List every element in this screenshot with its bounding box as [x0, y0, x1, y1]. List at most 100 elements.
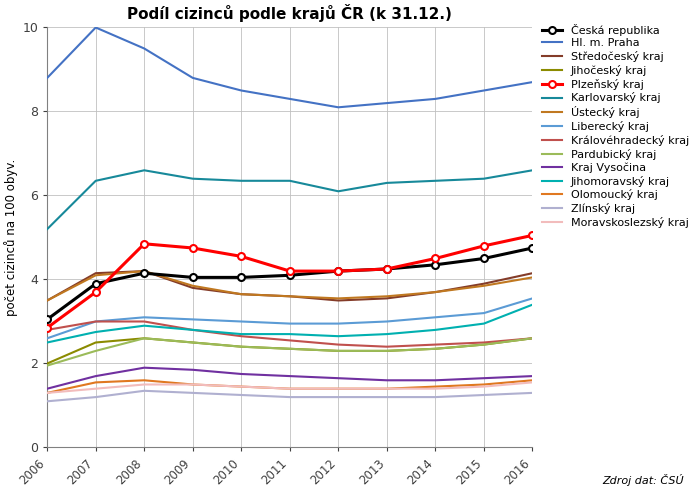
Zlínský kraj	[383, 394, 391, 400]
Moravskoslezský kraj	[383, 386, 391, 392]
Ústecký kraj	[528, 274, 537, 280]
Jihočeský kraj	[334, 348, 343, 354]
Hl. m. Praha	[188, 75, 197, 81]
Liberecký kraj	[383, 319, 391, 325]
Pardubický kraj	[383, 348, 391, 354]
Ústecký kraj	[480, 283, 488, 289]
Jihomoravský kraj	[285, 331, 294, 337]
Liberecký kraj	[334, 321, 343, 327]
Královéhradecký kraj	[237, 333, 246, 339]
Pardubický kraj	[43, 363, 52, 369]
Karlovarský kraj	[431, 178, 440, 184]
Ústecký kraj	[188, 283, 197, 289]
Moravskoslezský kraj	[43, 390, 52, 396]
Jihočeský kraj	[285, 346, 294, 352]
Jihomoravský kraj	[480, 321, 488, 327]
Ústecký kraj	[43, 298, 52, 303]
Česká republika	[334, 268, 343, 274]
Olomoucký kraj	[383, 386, 391, 392]
Hl. m. Praha	[480, 87, 488, 93]
Plzeňský kraj	[480, 243, 488, 249]
Liberecký kraj	[285, 321, 294, 327]
Královéhradecký kraj	[285, 337, 294, 343]
Zlínský kraj	[480, 392, 488, 398]
Jihočeský kraj	[140, 335, 149, 341]
Středočeský kraj	[334, 298, 343, 303]
Pardubický kraj	[237, 344, 246, 350]
Ústecký kraj	[237, 291, 246, 297]
Královéhradecký kraj	[43, 327, 52, 333]
Moravskoslezský kraj	[480, 383, 488, 389]
Olomoucký kraj	[431, 383, 440, 389]
Line: Ústecký kraj: Ústecký kraj	[47, 271, 533, 300]
Olomoucký kraj	[285, 386, 294, 392]
Ústecký kraj	[285, 293, 294, 299]
Line: Liberecký kraj: Liberecký kraj	[47, 299, 533, 338]
Karlovarský kraj	[237, 178, 246, 184]
Jihomoravský kraj	[43, 340, 52, 346]
Kraj Vysočina	[43, 386, 52, 392]
Středočeský kraj	[383, 296, 391, 301]
Jihočeský kraj	[237, 344, 246, 350]
Jihomoravský kraj	[528, 302, 537, 308]
Liberecký kraj	[188, 316, 197, 322]
Plzeňský kraj	[237, 253, 246, 259]
Kraj Vysočina	[431, 378, 440, 383]
Olomoucký kraj	[528, 378, 537, 383]
Kraj Vysočina	[188, 367, 197, 373]
Liberecký kraj	[91, 319, 100, 325]
Kraj Vysočina	[334, 375, 343, 381]
Moravskoslezský kraj	[140, 382, 149, 387]
Karlovarský kraj	[383, 180, 391, 186]
Královéhradecký kraj	[91, 319, 100, 325]
Jihomoravský kraj	[237, 331, 246, 337]
Plzeňský kraj	[431, 255, 440, 261]
Plzeňský kraj	[528, 232, 537, 238]
Liberecký kraj	[431, 314, 440, 320]
Pardubický kraj	[528, 335, 537, 341]
Line: Karlovarský kraj: Karlovarský kraj	[47, 170, 533, 229]
Zlínský kraj	[91, 394, 100, 400]
Plzeňský kraj	[188, 245, 197, 251]
Královéhradecký kraj	[334, 342, 343, 348]
Hl. m. Praha	[237, 87, 246, 93]
Karlovarský kraj	[91, 178, 100, 184]
Jihočeský kraj	[188, 340, 197, 346]
Kraj Vysočina	[140, 365, 149, 371]
Moravskoslezský kraj	[334, 386, 343, 392]
Moravskoslezský kraj	[285, 386, 294, 392]
Zlínský kraj	[528, 390, 537, 396]
Ústecký kraj	[91, 273, 100, 278]
Zlínský kraj	[43, 398, 52, 404]
Line: Středočeský kraj: Středočeský kraj	[47, 271, 533, 300]
Olomoucký kraj	[188, 382, 197, 387]
Olomoucký kraj	[334, 386, 343, 392]
Jihomoravský kraj	[188, 327, 197, 333]
Plzeňský kraj	[383, 266, 391, 272]
Line: Jihomoravský kraj: Jihomoravský kraj	[47, 305, 533, 343]
Zlínský kraj	[188, 390, 197, 396]
Plzeňský kraj	[43, 325, 52, 331]
Moravskoslezský kraj	[91, 386, 100, 392]
Karlovarský kraj	[188, 176, 197, 182]
Liberecký kraj	[237, 319, 246, 325]
Line: Moravskoslezský kraj: Moravskoslezský kraj	[47, 382, 533, 393]
Středočeský kraj	[480, 281, 488, 287]
Legend: Česká republika, Hl. m. Praha, Středočeský kraj, Jihočeský kraj, Plzeňský kraj, : Česká republika, Hl. m. Praha, Středočes…	[537, 19, 693, 232]
Česká republika	[528, 245, 537, 251]
Pardubický kraj	[285, 346, 294, 352]
Line: Jihočeský kraj: Jihočeský kraj	[47, 338, 533, 363]
Kraj Vysočina	[383, 378, 391, 383]
Ústecký kraj	[383, 293, 391, 299]
Plzeňský kraj	[140, 241, 149, 247]
Královéhradecký kraj	[528, 335, 537, 341]
Karlovarský kraj	[480, 176, 488, 182]
Středočeský kraj	[91, 270, 100, 276]
Středočeský kraj	[528, 270, 537, 276]
Česká republika	[383, 266, 391, 272]
Zlínský kraj	[237, 392, 246, 398]
Středočeský kraj	[140, 268, 149, 274]
Hl. m. Praha	[285, 96, 294, 102]
Česká republika	[431, 262, 440, 268]
Hl. m. Praha	[431, 96, 440, 102]
